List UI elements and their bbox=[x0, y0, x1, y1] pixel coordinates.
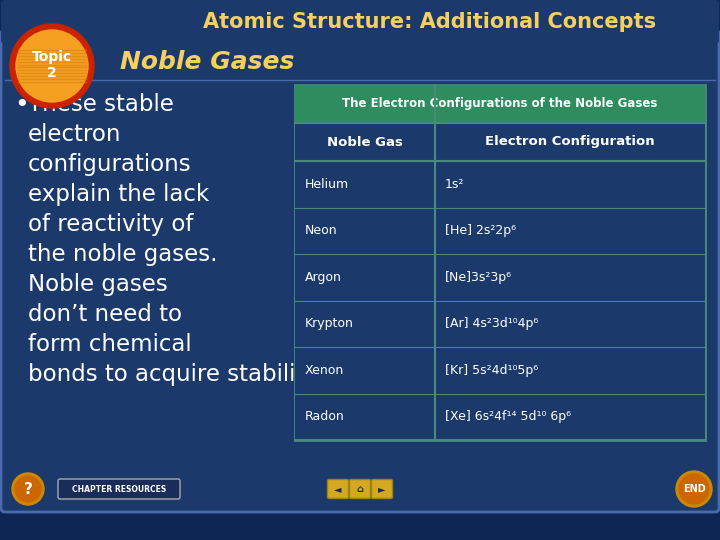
FancyBboxPatch shape bbox=[58, 479, 180, 499]
Bar bbox=[295, 123, 705, 161]
Text: [Ne]3s²3p⁶: [Ne]3s²3p⁶ bbox=[445, 271, 512, 284]
Bar bbox=[295, 300, 705, 347]
Text: Helium: Helium bbox=[305, 178, 349, 191]
Text: ►: ► bbox=[378, 484, 386, 494]
Text: Argon: Argon bbox=[305, 271, 342, 284]
Circle shape bbox=[10, 24, 94, 108]
Text: bonds to acquire stability.: bonds to acquire stability. bbox=[28, 363, 322, 386]
Text: don’t need to: don’t need to bbox=[28, 303, 182, 326]
Text: [Xe] 6s²4f¹⁴ 5d¹⁰ 6p⁶: [Xe] 6s²4f¹⁴ 5d¹⁰ 6p⁶ bbox=[445, 410, 571, 423]
Text: [Kr] 5s²4d¹⁰5p⁶: [Kr] 5s²4d¹⁰5p⁶ bbox=[445, 364, 538, 377]
Text: form chemical: form chemical bbox=[28, 333, 192, 356]
FancyBboxPatch shape bbox=[328, 480, 348, 498]
FancyBboxPatch shape bbox=[1, 30, 719, 512]
Text: END: END bbox=[683, 484, 706, 494]
Text: [Ar] 4s²3d¹⁰4p⁶: [Ar] 4s²3d¹⁰4p⁶ bbox=[445, 317, 539, 330]
Circle shape bbox=[12, 473, 44, 505]
Text: 1s²: 1s² bbox=[445, 178, 464, 191]
Text: of reactivity of: of reactivity of bbox=[28, 213, 194, 236]
Text: These stable: These stable bbox=[28, 93, 174, 116]
Circle shape bbox=[15, 476, 41, 502]
Bar bbox=[295, 254, 705, 300]
Text: Topic
2: Topic 2 bbox=[32, 50, 72, 80]
Bar bbox=[295, 347, 705, 394]
Text: electron: electron bbox=[28, 123, 122, 146]
Bar bbox=[295, 394, 705, 440]
Text: the noble gases.: the noble gases. bbox=[28, 243, 217, 266]
Bar bbox=[5, 470, 715, 508]
Text: Radon: Radon bbox=[305, 410, 345, 423]
Text: Xenon: Xenon bbox=[305, 364, 344, 377]
Circle shape bbox=[16, 30, 88, 102]
FancyBboxPatch shape bbox=[1, 0, 719, 44]
Circle shape bbox=[676, 471, 712, 507]
Bar bbox=[295, 85, 705, 123]
Text: Noble Gases: Noble Gases bbox=[120, 50, 294, 74]
Circle shape bbox=[679, 474, 709, 504]
Text: [He] 2s²2p⁶: [He] 2s²2p⁶ bbox=[445, 224, 516, 237]
Text: configurations: configurations bbox=[28, 153, 192, 176]
Bar bbox=[295, 85, 705, 440]
Text: ⌂: ⌂ bbox=[356, 484, 364, 494]
Text: •: • bbox=[14, 93, 29, 117]
Text: Noble gases: Noble gases bbox=[28, 273, 168, 296]
Text: Noble Gas: Noble Gas bbox=[327, 136, 403, 148]
Bar bbox=[295, 161, 705, 207]
Text: Atomic Structure: Additional Concepts: Atomic Structure: Additional Concepts bbox=[204, 12, 657, 32]
Text: explain the lack: explain the lack bbox=[28, 183, 210, 206]
FancyBboxPatch shape bbox=[372, 480, 392, 498]
Text: ?: ? bbox=[24, 482, 32, 496]
Text: Krypton: Krypton bbox=[305, 317, 354, 330]
Bar bbox=[295, 207, 705, 254]
Text: Neon: Neon bbox=[305, 224, 338, 237]
Text: ◄: ◄ bbox=[334, 484, 342, 494]
Text: Electron Configuration: Electron Configuration bbox=[485, 136, 654, 148]
Text: The Electron Configurations of the Noble Gases: The Electron Configurations of the Noble… bbox=[342, 98, 657, 111]
FancyBboxPatch shape bbox=[349, 480, 371, 498]
Text: CHAPTER RESOURCES: CHAPTER RESOURCES bbox=[72, 484, 166, 494]
